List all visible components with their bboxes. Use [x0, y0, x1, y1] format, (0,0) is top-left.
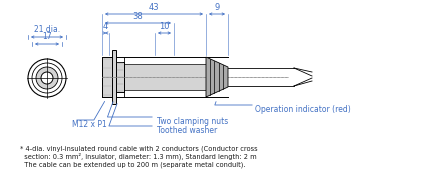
Text: 43: 43 — [149, 3, 160, 12]
Text: 17: 17 — [42, 32, 52, 41]
Text: The cable can be extended up to 200 m (separate metal conduit).: The cable can be extended up to 200 m (s… — [20, 161, 246, 167]
Text: 21 dia.: 21 dia. — [34, 25, 60, 34]
Text: 38: 38 — [133, 12, 143, 21]
Text: 9: 9 — [214, 3, 219, 12]
Bar — [124, 64, 206, 90]
Text: * 4-dia. vinyl-insulated round cable with 2 conductors (Conductor cross: * 4-dia. vinyl-insulated round cable wit… — [20, 145, 257, 152]
Text: Toothed washer: Toothed washer — [157, 126, 217, 135]
Text: 4: 4 — [103, 22, 108, 31]
Circle shape — [41, 72, 53, 84]
Text: Two clamping nuts: Two clamping nuts — [157, 117, 228, 126]
Text: 10: 10 — [159, 22, 170, 31]
Polygon shape — [206, 57, 228, 97]
Text: section: 0.3 mm², Insulator, diameter: 1.3 mm), Standard length: 2 m: section: 0.3 mm², Insulator, diameter: 1… — [20, 153, 257, 160]
Bar — [102, 57, 112, 97]
Text: M12 x P1: M12 x P1 — [72, 120, 107, 129]
Bar — [116, 62, 124, 92]
Text: Operation indicator (red): Operation indicator (red) — [255, 105, 351, 114]
Circle shape — [36, 67, 58, 89]
Bar — [112, 50, 116, 104]
